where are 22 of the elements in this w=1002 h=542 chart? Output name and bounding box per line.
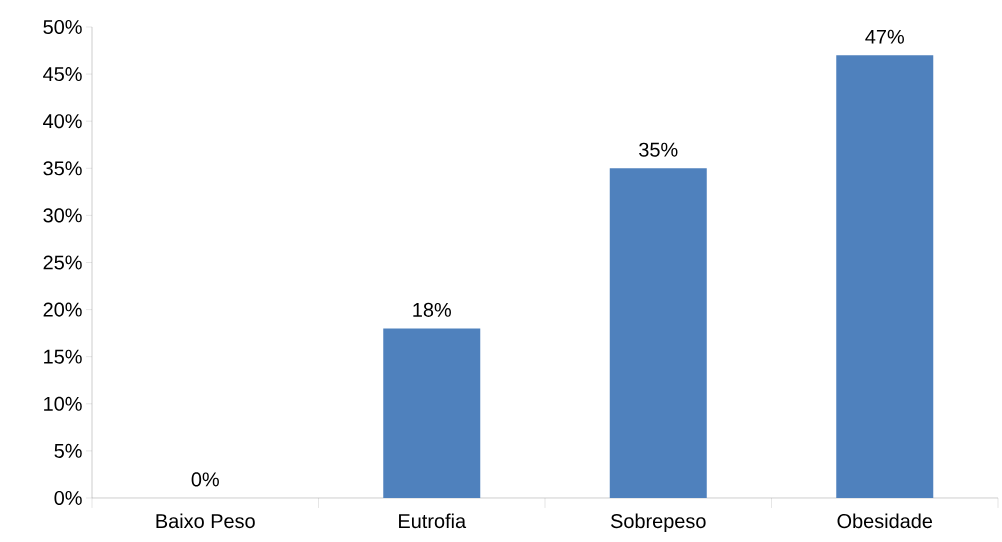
x-tick-label: Eutrofia xyxy=(399,513,467,529)
y-tick-label: 50% xyxy=(43,19,82,35)
y-tick-label: 5% xyxy=(54,443,82,458)
x-tick-label: Sobrepeso xyxy=(610,513,706,533)
x-tick-label: Obesidade xyxy=(837,513,933,529)
y-tick-label: 10% xyxy=(44,396,82,411)
bar xyxy=(836,55,934,498)
y-tick-label: 25% xyxy=(43,255,82,270)
data-label: 0% xyxy=(191,472,219,487)
data-label: 35% xyxy=(639,142,678,157)
y-tick-label: 30% xyxy=(43,208,82,223)
y-tick-label: 40% xyxy=(43,114,82,129)
data-label: 18% xyxy=(413,302,451,317)
data-label: 47% xyxy=(865,29,904,44)
y-tick-label: 20% xyxy=(43,302,82,317)
y-tick-label: 45% xyxy=(43,67,82,82)
y-tick-label: 0% xyxy=(54,490,82,506)
bar xyxy=(383,328,481,498)
y-tick-label: 15% xyxy=(44,349,82,364)
y-tick-label: 35% xyxy=(43,161,82,176)
x-tick-label: Baixo Peso xyxy=(156,513,255,529)
bar xyxy=(609,168,707,498)
